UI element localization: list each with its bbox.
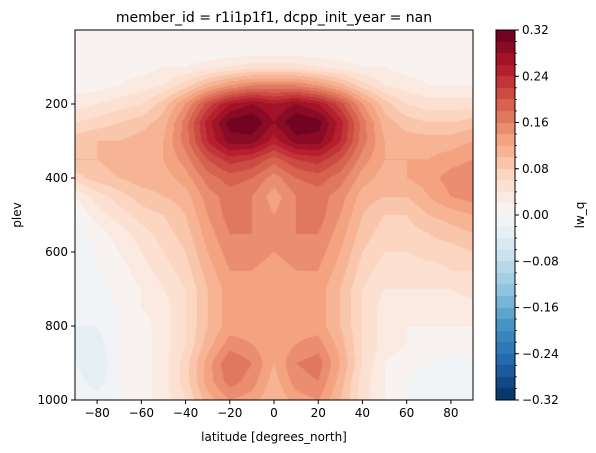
x-tick-label: 20 <box>311 406 326 420</box>
colorbar-ticks: 0.32 0.24 0.16 0.08 0.00 −0.08 −0.16 −0.24 −0.32 <box>515 23 559 407</box>
heatmap-field <box>75 30 473 400</box>
x-tick-label: 60 <box>399 406 414 420</box>
x-axis: −80 −60 −40 −20 0 20 40 60 80 <box>84 400 459 420</box>
colorbar-tick-label: 0.24 <box>522 69 549 83</box>
colorbar-tick-label: 0.16 <box>522 116 549 130</box>
colorbar-gradient <box>496 30 515 400</box>
x-tick-label: −40 <box>173 406 198 420</box>
y-axis: 200 400 600 800 1000 <box>37 97 75 407</box>
x-tick-label: 80 <box>443 406 458 420</box>
y-tick-label: 400 <box>45 171 68 185</box>
colorbar-tick-label: −0.16 <box>522 301 559 315</box>
x-tick-label: 0 <box>270 406 278 420</box>
x-axis-label: latitude [degrees_north] <box>201 430 347 444</box>
colorbar-label: lw_q <box>573 202 587 229</box>
x-tick-label: −20 <box>217 406 242 420</box>
colorbar-tick-label: 0.08 <box>522 162 549 176</box>
y-tick-label: 200 <box>45 97 68 111</box>
x-tick-label: −80 <box>84 406 109 420</box>
x-tick-label: −60 <box>129 406 154 420</box>
plot-area <box>75 30 473 400</box>
chart-title: member_id = r1i1p1f1, dcpp_init_year = n… <box>116 10 432 26</box>
y-tick-label: 600 <box>45 245 68 259</box>
colorbar-tick-label: 0.00 <box>522 208 549 222</box>
y-tick-label: 1000 <box>37 393 68 407</box>
colorbar-tick-label: 0.32 <box>522 23 549 37</box>
y-tick-label: 800 <box>45 319 68 333</box>
colorbar-tick-label: −0.08 <box>522 254 559 268</box>
colorbar-tick-label: −0.32 <box>522 393 559 407</box>
y-axis-label: plev <box>10 202 24 227</box>
x-tick-label: 40 <box>355 406 370 420</box>
colorbar: 0.32 0.24 0.16 0.08 0.00 −0.08 −0.16 −0.24 −0.32 <box>495 23 559 407</box>
colorbar-tick-label: −0.24 <box>522 347 559 361</box>
